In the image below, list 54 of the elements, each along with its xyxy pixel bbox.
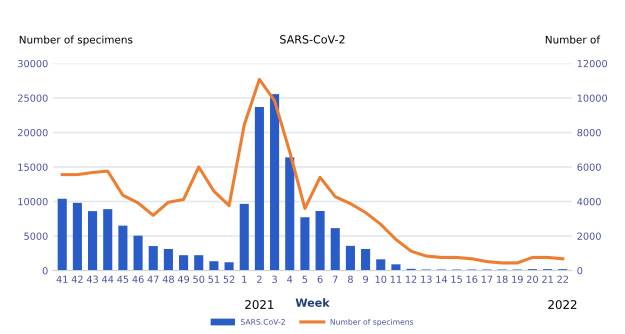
x-tick-label: 6	[318, 276, 323, 283]
x-tick-label: 48	[162, 276, 174, 283]
x-tick-label: 45	[117, 276, 128, 283]
y-tick-label: 5000	[24, 232, 48, 240]
x-tick-label: 19	[512, 276, 523, 283]
y2-tick-label: 10000	[578, 94, 608, 102]
y-tick-label: 30000	[18, 60, 48, 68]
x-tick-label: 41	[56, 276, 68, 283]
x-tick-label: 52	[224, 276, 234, 283]
x-tick-label: 5	[302, 276, 308, 283]
x-tick-label: 7	[332, 276, 338, 283]
x-tick-label: 50	[193, 276, 204, 283]
y2-tick-label: 0	[577, 267, 582, 274]
y-tick-label: 0	[42, 267, 48, 274]
x-tick-label: 22	[557, 276, 568, 283]
x-tick-label: 20	[526, 276, 538, 283]
x-tick-label: 14	[436, 276, 448, 283]
y2-tick-label: 12000	[578, 60, 608, 68]
x-tick-label: 13	[421, 276, 432, 283]
x-tick-label: 18	[496, 276, 508, 283]
y2-tick-label: 2000	[577, 232, 601, 240]
text: 2022	[548, 300, 576, 310]
x-tick-label: 12	[406, 276, 416, 283]
y-tick-label: 25000	[18, 94, 48, 102]
x-tick-label: 17	[482, 276, 492, 283]
x-tick-label: 1	[242, 276, 246, 283]
y-tick-label: 10000	[18, 198, 48, 206]
y-tick-label: 15000	[18, 163, 48, 171]
y2-tick-label: 6000	[577, 163, 601, 171]
y-tick-label: 20000	[18, 128, 48, 136]
x-tick-label: 43	[86, 276, 98, 283]
x-tick-label: 8	[348, 276, 353, 283]
y2-axis-title: Number of	[546, 36, 600, 44]
y-axis-title: Number of specimens	[20, 36, 132, 46]
x-tick-label: 42	[72, 276, 83, 283]
y2-tick-label: 4000	[577, 198, 601, 206]
x-tick-label: 15	[451, 276, 462, 283]
x-tick-label: 16	[466, 276, 478, 283]
x-tick-label: 4	[287, 276, 292, 283]
text: 2021	[245, 300, 274, 310]
x-tick-label: 51	[208, 276, 220, 283]
x-tick-label: 46	[132, 276, 144, 283]
chart-title: SARS-CoV-2	[280, 35, 344, 44]
x-tick-label: 47	[148, 276, 159, 283]
x-tick-label: 10	[376, 276, 386, 283]
y2-tick-label: 8000	[577, 128, 601, 136]
x-tick-label: 3	[272, 276, 277, 283]
x-tick-label: 21	[542, 276, 553, 283]
x-axis-title: Week	[296, 298, 330, 307]
x-tick-label: 44	[102, 276, 114, 283]
x-tick-label: 9	[363, 276, 368, 283]
x-tick-label: 2	[257, 276, 262, 283]
x-tick-label: 11	[390, 276, 402, 283]
x-tick-label: 49	[178, 276, 190, 283]
